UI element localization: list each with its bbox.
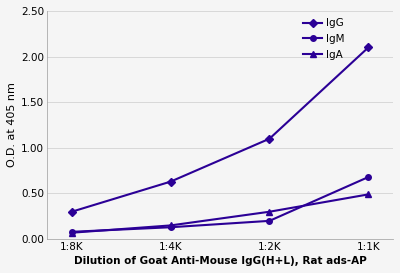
IgM xyxy=(69,230,74,233)
IgA xyxy=(366,193,371,196)
IgA xyxy=(69,231,74,234)
IgG xyxy=(366,46,371,49)
IgA xyxy=(267,210,272,213)
IgM xyxy=(267,219,272,222)
IgM xyxy=(168,225,173,229)
X-axis label: Dilution of Goat Anti-Mouse IgG(H+L), Rat ads-AP: Dilution of Goat Anti-Mouse IgG(H+L), Ra… xyxy=(74,256,366,266)
Line: IgG: IgG xyxy=(69,45,371,215)
Legend: IgG, IgM, IgA: IgG, IgM, IgA xyxy=(301,16,347,62)
IgG xyxy=(69,210,74,213)
IgM xyxy=(366,176,371,179)
Y-axis label: O.D. at 405 nm: O.D. at 405 nm xyxy=(7,83,17,167)
Line: IgA: IgA xyxy=(69,192,371,236)
IgG xyxy=(168,180,173,183)
Line: IgM: IgM xyxy=(69,174,371,235)
IgG xyxy=(267,137,272,140)
IgA xyxy=(168,224,173,227)
